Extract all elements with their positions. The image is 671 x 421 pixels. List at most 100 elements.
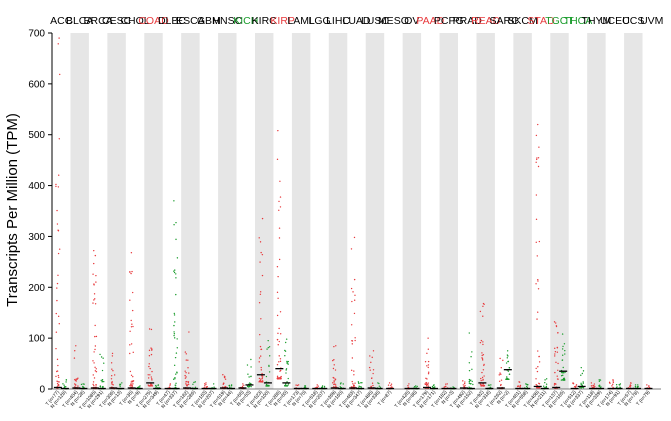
normal-point	[174, 377, 176, 379]
tumor-point	[151, 348, 153, 350]
tumor-point	[258, 237, 260, 239]
cancer-label-stad: STAD	[527, 15, 555, 27]
tumor-point	[93, 384, 95, 387]
tumor-point	[261, 375, 264, 377]
tumor-point	[276, 314, 279, 317]
tumor-point	[427, 348, 430, 350]
tumor-point	[334, 379, 336, 381]
tumor-point	[462, 380, 464, 382]
tumor-point	[276, 363, 279, 366]
tumor-point	[498, 374, 500, 376]
tumor-point	[537, 278, 539, 281]
normal-point	[250, 366, 252, 368]
tumor-point	[57, 364, 59, 367]
tumor-point	[611, 385, 613, 387]
tumor-point	[92, 383, 94, 386]
tumor-point	[557, 369, 559, 371]
normal-point	[544, 381, 546, 384]
normal-point	[506, 357, 509, 359]
normal-point	[433, 384, 435, 386]
tumor-point	[371, 377, 373, 379]
normal-point	[488, 384, 490, 386]
normal-point	[193, 381, 195, 384]
tumor-point	[205, 386, 207, 389]
tumor-point	[464, 381, 466, 383]
tumor-point	[353, 236, 356, 239]
tumor-point	[612, 379, 614, 381]
normal-point	[361, 382, 363, 384]
tumor-point	[131, 323, 133, 325]
normal-point	[230, 384, 233, 386]
tumor-point	[75, 379, 77, 382]
normal-point	[101, 378, 104, 381]
tumor-point	[276, 158, 279, 161]
tumor-point	[518, 381, 520, 383]
normal-point	[65, 385, 67, 388]
cancer-label-tgct: TGCT	[545, 15, 574, 27]
normal-point	[250, 358, 252, 361]
normal-point	[82, 383, 84, 385]
tumor-point	[332, 376, 334, 379]
tumor-point	[58, 37, 60, 39]
tumor-point	[648, 385, 650, 387]
tumor-point	[74, 386, 76, 388]
normal-point	[284, 341, 287, 344]
tumor-point	[93, 377, 96, 379]
normal-point	[598, 379, 600, 381]
normal-point	[175, 273, 177, 275]
tumor-point	[74, 384, 77, 386]
normal-point	[173, 200, 175, 202]
cancer-label-lihc: LIHC	[326, 15, 350, 27]
normal-point	[561, 348, 564, 350]
tumor-point	[279, 358, 282, 360]
cancer-label-chol: CHOL	[120, 15, 149, 27]
normal-point	[176, 257, 179, 259]
tumor-point	[261, 380, 264, 382]
tumor-point	[57, 252, 60, 255]
tumor-point	[333, 381, 335, 383]
normal-point	[173, 333, 176, 335]
tumor-point	[351, 343, 353, 345]
tumor-point	[112, 384, 114, 386]
tumor-point	[370, 385, 372, 388]
normal-point	[100, 379, 102, 382]
tumor-point	[129, 344, 131, 346]
tumor-point	[187, 367, 189, 369]
tumor-point	[535, 378, 537, 380]
tumor-point	[351, 357, 354, 359]
tumor-point	[556, 378, 559, 380]
tumor-point	[333, 383, 335, 386]
normal-point	[434, 386, 436, 388]
normal-point	[619, 384, 621, 386]
normal-point	[634, 384, 637, 386]
tumor-point	[92, 381, 95, 383]
normal-point	[563, 343, 566, 345]
tumor-point	[317, 385, 319, 387]
normal-point	[173, 324, 175, 327]
tumor-point	[279, 196, 282, 198]
tumor-point	[111, 355, 114, 357]
normal-point	[580, 383, 582, 386]
y-tick-label: 700	[28, 29, 45, 40]
normal-point	[175, 293, 177, 296]
tumor-point	[481, 359, 484, 361]
tumor-point	[95, 368, 97, 370]
tumor-point	[92, 360, 94, 362]
normal-point	[103, 380, 105, 383]
tumor-point	[296, 384, 299, 387]
normal-point	[287, 377, 289, 380]
tumor-point	[537, 350, 539, 352]
tumor-point	[203, 383, 206, 385]
tumor-point	[57, 186, 60, 188]
tumor-point	[56, 370, 58, 373]
normal-point	[431, 385, 434, 388]
normal-point	[265, 383, 268, 386]
tumor-point	[55, 312, 57, 315]
cancer-bands	[70, 33, 643, 389]
tumor-point	[481, 376, 484, 379]
normal-point	[173, 337, 176, 339]
tumor-point	[480, 339, 483, 342]
tumor-point	[57, 385, 59, 387]
tumor-point	[535, 383, 537, 386]
tumor-point	[185, 371, 187, 374]
